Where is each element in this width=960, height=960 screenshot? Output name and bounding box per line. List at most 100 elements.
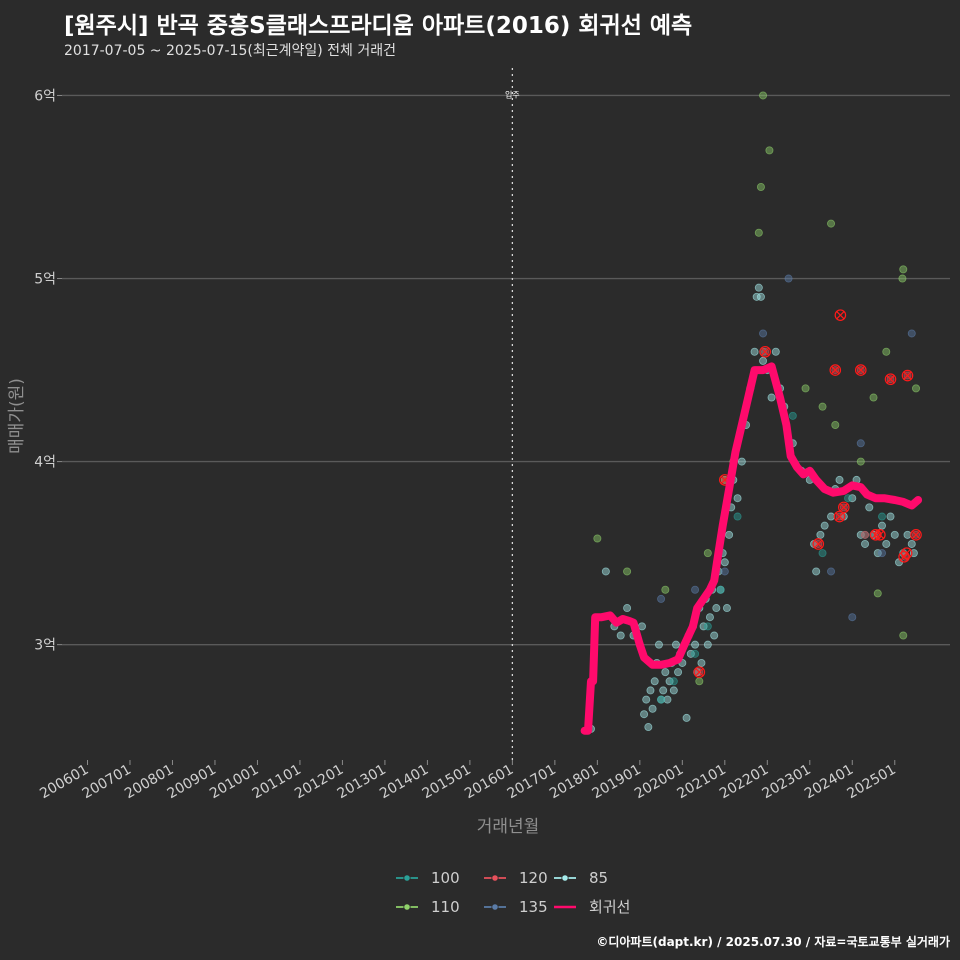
point-85 — [767, 393, 776, 402]
legend-label-135: 135 — [519, 898, 548, 916]
point-85 — [882, 539, 891, 548]
point-85 — [750, 347, 759, 356]
point-120 — [861, 530, 870, 539]
point-85 — [756, 292, 765, 301]
point-85 — [903, 530, 912, 539]
point-110 — [818, 402, 827, 411]
legend-label-120: 120 — [519, 869, 548, 887]
point-85 — [835, 475, 844, 484]
point-85 — [737, 457, 746, 466]
outlier-circle — [884, 373, 897, 386]
point-100 — [657, 695, 666, 704]
point-100 — [844, 494, 853, 503]
legend-key-dot-135 — [491, 903, 499, 911]
point-135 — [856, 439, 865, 448]
point-85 — [691, 640, 700, 649]
outlier-circle — [837, 501, 850, 514]
point-110 — [623, 567, 632, 576]
point-85 — [752, 292, 761, 301]
point-100 — [733, 512, 742, 521]
legend-key-dot-120 — [491, 874, 499, 882]
point-85 — [669, 686, 678, 695]
point-85 — [671, 640, 680, 649]
point-85 — [873, 549, 882, 558]
point-100 — [669, 677, 678, 686]
point-85 — [712, 604, 721, 613]
legend-label-회귀선: 회귀선 — [589, 898, 630, 916]
point-85 — [623, 604, 632, 613]
point-85 — [648, 704, 657, 713]
point-85 — [644, 723, 653, 732]
point-85 — [654, 640, 663, 649]
y-axis-label: 매매가(원) — [7, 378, 27, 454]
point-85 — [705, 613, 714, 622]
point-110 — [873, 589, 882, 598]
point-135 — [827, 567, 836, 576]
point-135 — [657, 594, 666, 603]
point-110 — [899, 265, 908, 274]
outlier-circle — [910, 529, 922, 541]
point-110 — [756, 182, 765, 191]
point-110 — [912, 384, 921, 393]
point-110 — [831, 420, 840, 429]
point-85 — [754, 283, 763, 292]
legend-label-100: 100 — [431, 869, 460, 887]
chart-subtitle: 2017-07-05 ~ 2025-07-15(최근계약일) 전체 거래건 — [64, 43, 396, 59]
point-85 — [659, 686, 668, 695]
outlier-cross — [856, 365, 866, 375]
outlier-markers — [693, 309, 922, 678]
outlier-circle — [874, 529, 886, 541]
point-85 — [665, 677, 674, 686]
grid-lines — [62, 94, 950, 646]
point-110 — [801, 384, 810, 393]
legend: 100 110 120 135 85 회귀선 — [396, 869, 630, 916]
outlier-cross — [835, 310, 845, 320]
y-tick-label: 4억 — [34, 455, 56, 471]
outlier-cross — [871, 530, 881, 540]
y-axis-ticks: 3억 4억 5억 6억 — [34, 88, 62, 654]
point-85 — [663, 695, 672, 704]
point-110 — [661, 585, 670, 594]
point-85 — [759, 356, 768, 365]
outlier-cross — [830, 365, 840, 375]
outlier-cross — [911, 530, 921, 540]
outlier-cross — [886, 374, 895, 384]
x-axis-label: 거래년월 — [477, 817, 540, 837]
point-100 — [691, 649, 700, 658]
point-110 — [827, 219, 836, 228]
point-85 — [878, 521, 887, 530]
outlier-cross — [835, 512, 844, 521]
point-110 — [856, 457, 865, 466]
legend-label-85: 85 — [589, 869, 608, 887]
legend-label-110: 110 — [431, 898, 460, 916]
annotation-layer: 입주 — [505, 68, 520, 760]
outlier-circle — [693, 666, 706, 678]
outlier-circle — [901, 369, 914, 382]
point-85 — [890, 530, 899, 539]
point-135 — [784, 274, 793, 283]
legend-key-dot-100 — [403, 874, 411, 882]
point-110 — [703, 549, 712, 558]
outlier-circle — [833, 510, 846, 523]
regression-line — [580, 362, 923, 735]
point-85 — [861, 539, 870, 548]
outlier-cross — [875, 530, 885, 540]
point-85 — [642, 695, 651, 704]
outlier-cross — [694, 667, 704, 677]
move-in-label: 입주 — [505, 90, 520, 99]
outlier-cross — [902, 548, 912, 558]
point-135 — [848, 613, 857, 622]
outlier-circle — [854, 364, 867, 376]
point-110 — [759, 91, 768, 100]
point-85 — [820, 521, 829, 530]
point-85 — [661, 668, 670, 677]
point-85 — [710, 631, 719, 640]
legend-key-dot-85 — [561, 874, 569, 882]
point-85 — [886, 512, 895, 521]
point-110 — [899, 631, 908, 640]
point-85 — [703, 640, 712, 649]
point-110 — [754, 228, 763, 237]
outlier-cross — [813, 539, 823, 549]
outlier-circle — [759, 345, 771, 358]
